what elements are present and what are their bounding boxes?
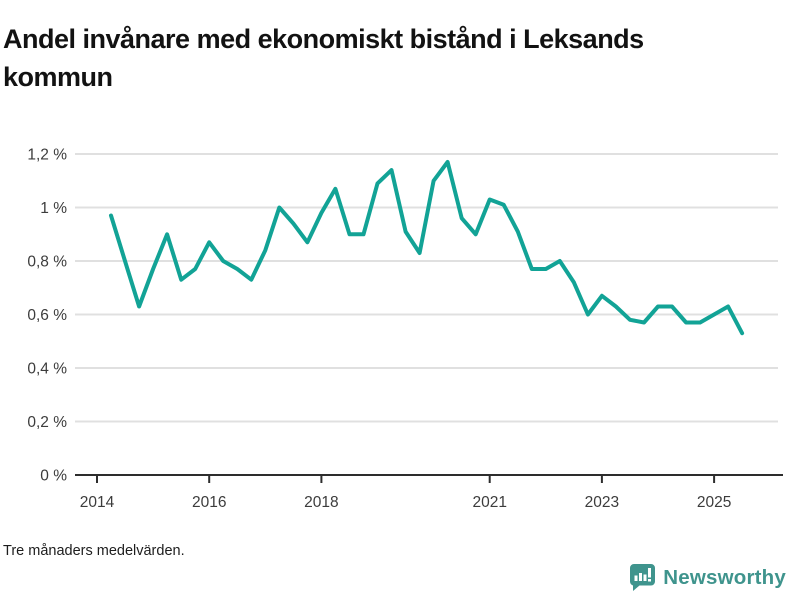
x-tick-label: 2025	[697, 494, 731, 511]
x-tick-label: 2018	[304, 494, 338, 511]
y-tick-label: 1 %	[40, 200, 67, 217]
y-tick-label: 0,6 %	[27, 307, 67, 324]
y-tick-label: 0,8 %	[27, 254, 67, 271]
x-tick-label: 2016	[192, 494, 226, 511]
data-line	[109, 160, 745, 336]
x-tick-label: 2014	[80, 494, 115, 511]
chart-footnote: Tre månaders medelvärden.	[3, 543, 185, 559]
y-tick-label: 0,2 %	[27, 414, 67, 431]
newsworthy-bars-icon	[630, 564, 656, 591]
newsworthy-logo-text: Newsworthy	[663, 565, 786, 589]
y-tick-label: 0,4 %	[27, 361, 67, 378]
y-tick-label: 0 %	[40, 468, 67, 485]
y-tick-label: 1,2 %	[27, 147, 67, 164]
chart-title: Andel invånare med ekonomiskt bistånd i …	[3, 24, 644, 93]
newsworthy-logo: Newsworthy	[629, 563, 786, 592]
line-chart: 0 % 0,2 % 0,4 % 0,6 % 0,8 % 1 % 1,2 % 2014 2016 2…	[27, 147, 783, 511]
x-tick-label: 2021	[472, 494, 506, 511]
x-tick-label: 2023	[585, 494, 619, 511]
